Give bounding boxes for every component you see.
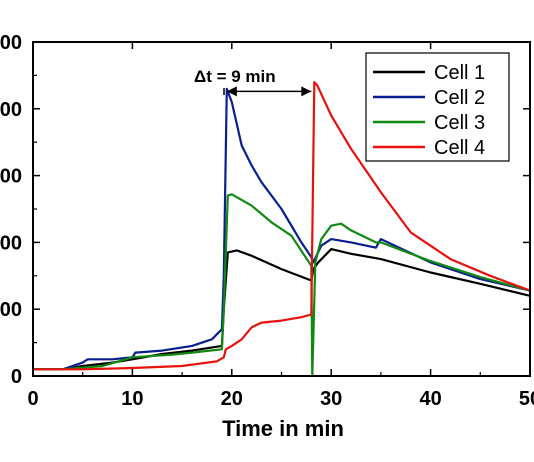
x-axis: 0 10 20 30 40 50 [27, 42, 534, 410]
x-tick-label: 40 [419, 388, 441, 410]
annotation-arrowhead-left [226, 86, 237, 97]
y-tick-label: 00 [0, 299, 22, 321]
x-tick-label: 50 [519, 388, 534, 410]
x-tick-label: 30 [320, 388, 342, 410]
x-axis-title: Time in min [222, 416, 344, 441]
annotation-arrowhead-right [301, 86, 312, 97]
annotation-label: Δt = 9 min [194, 67, 276, 86]
series-line-cell-4 [33, 81, 531, 371]
legend-label-cell-3: Cell 3 [434, 112, 485, 134]
legend-label-cell-4: Cell 4 [434, 137, 485, 159]
y-tick-label: 00 [0, 32, 22, 54]
series-line-cell-2 [33, 87, 531, 371]
legend-label-cell-1: Cell 1 [434, 62, 485, 84]
annotation: Δt = 9 min [194, 67, 312, 97]
x-tick-label: 10 [121, 388, 143, 410]
legend: Cell 1 Cell 2 Cell 3 Cell 4 [365, 52, 510, 162]
series-line-cell-1 [33, 248, 531, 371]
y-tick-label: 00 [0, 166, 22, 188]
legend-label-cell-2: Cell 2 [434, 87, 485, 109]
y-tick-label: 00 [0, 99, 22, 121]
y-tick-label: 00 [0, 232, 22, 254]
series-line-cell-3 [33, 193, 531, 378]
x-tick-label: 20 [221, 388, 243, 410]
x-tick-label: 0 [27, 388, 38, 410]
series-layer [33, 81, 531, 378]
y-tick-label: 0 [11, 366, 22, 388]
